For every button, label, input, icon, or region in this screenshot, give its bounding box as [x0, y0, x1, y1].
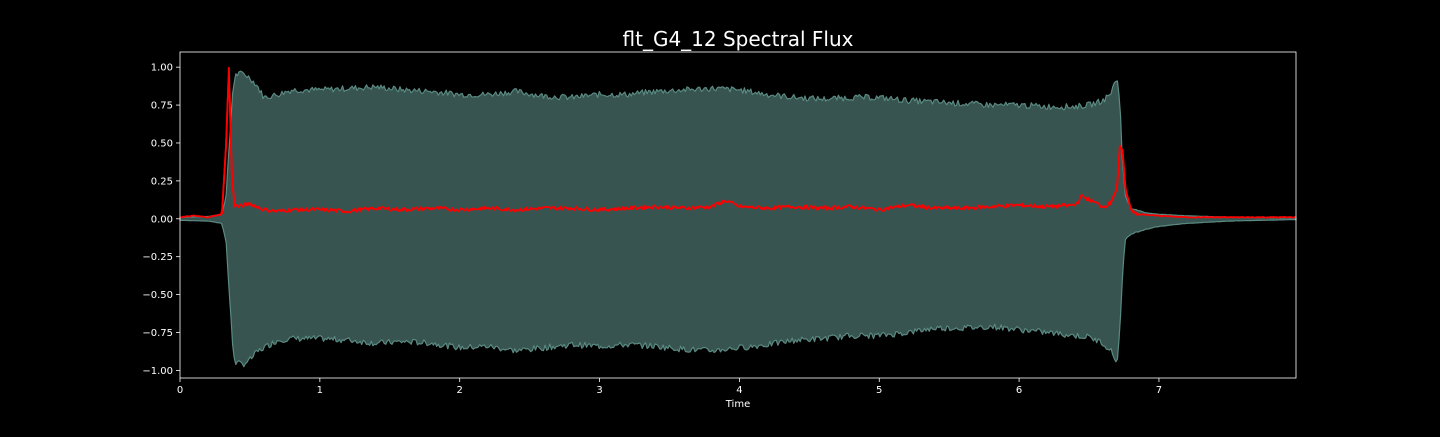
x-tick-label: 4	[736, 385, 742, 396]
y-tick-label: 0.50	[151, 138, 173, 149]
y-tick-label: 0.25	[151, 176, 173, 187]
x-tick-label: 7	[1156, 385, 1162, 396]
x-tick-label: 5	[876, 385, 882, 396]
y-tick-label: −1.00	[142, 366, 173, 377]
y-tick-label: −0.75	[142, 328, 173, 339]
y-tick-label: −0.50	[142, 290, 173, 301]
flux-onset-peak	[221, 67, 236, 215]
x-tick-label: 2	[457, 385, 463, 396]
x-tick-label: 1	[317, 385, 323, 396]
axes: 0 1 2 3 4 5 6 7 1.00 0.75 0.50 0.25 0.00 −0.25 −0.50 −0…	[142, 51, 1297, 396]
y-tick-label: 1.00	[151, 63, 173, 74]
spectral-flux-line	[179, 82, 1297, 219]
plot-area	[179, 67, 1297, 368]
x-tick-label: 3	[596, 385, 602, 396]
chart-title: flt_G4_12 Spectral Flux	[623, 27, 854, 51]
y-tick-label: 0.75	[151, 101, 173, 112]
x-axis-label: Time	[725, 399, 750, 410]
x-tick-label: 6	[1016, 385, 1022, 396]
y-tick-label: 0.00	[151, 214, 173, 225]
y-tick-label: −0.25	[142, 252, 173, 263]
plot-frame	[179, 51, 1297, 379]
flux-release-peak	[1109, 143, 1139, 215]
waveform-envelope	[179, 70, 1297, 368]
x-tick-label: 0	[177, 385, 183, 396]
